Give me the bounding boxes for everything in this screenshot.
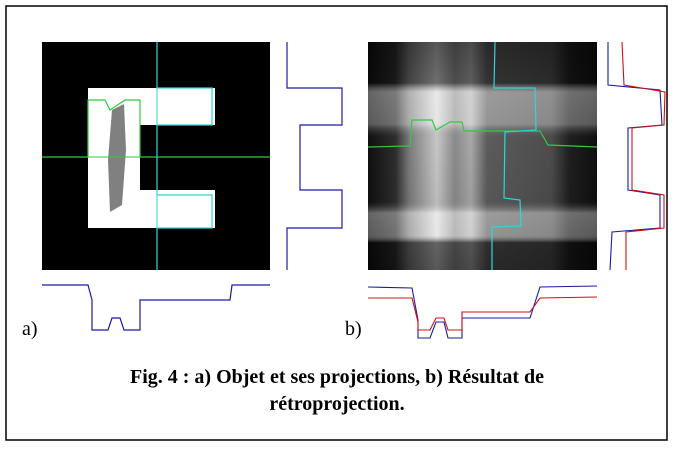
panel-label: a) [22,318,38,340]
caption-line: Fig. 4 : a) Objet et ses projections, b)… [130,366,544,388]
caption-line: rétroprojection. [269,393,404,415]
panel-a-bottom-profile [42,284,270,331]
panel-a-image [42,42,270,270]
panel-label: b) [345,318,362,340]
panel-b-image [367,41,598,270]
panel-b-bottom-profile [367,285,598,339]
panel-b-right-profile [607,41,666,271]
frame [5,5,668,441]
panel-a-right-profile [286,42,343,270]
